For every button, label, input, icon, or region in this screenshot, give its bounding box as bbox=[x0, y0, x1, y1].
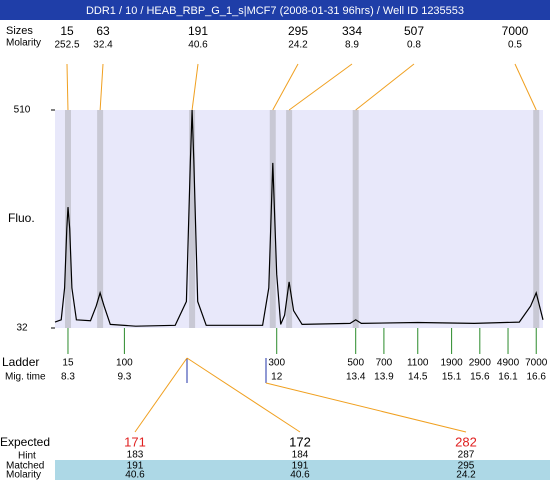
expected-size: 282 bbox=[455, 434, 477, 449]
peak-callout bbox=[191, 63, 199, 111]
peak-callout bbox=[272, 63, 299, 111]
peak-callout bbox=[66, 63, 69, 111]
peak-band bbox=[352, 110, 359, 328]
trace bbox=[54, 109, 544, 327]
peak-callout bbox=[355, 63, 415, 111]
y-tick-label: 32 bbox=[16, 323, 28, 334]
ladder-time: 16.1 bbox=[498, 372, 518, 383]
peak-band bbox=[189, 110, 196, 328]
peak-size: 63 bbox=[96, 24, 110, 38]
peak-callout bbox=[514, 63, 537, 111]
callout-line bbox=[186, 357, 301, 433]
peak-band bbox=[97, 110, 104, 328]
expected-label: Expected bbox=[0, 435, 50, 449]
peak-molarity: 0.8 bbox=[407, 40, 421, 51]
peak-size: 191 bbox=[188, 24, 208, 38]
peak-size: 15 bbox=[60, 24, 74, 38]
peak-band bbox=[269, 110, 276, 328]
ladder-time: 15.1 bbox=[442, 372, 462, 383]
matched-band bbox=[55, 460, 550, 480]
peak-molarity: 252.5 bbox=[54, 40, 79, 51]
peak-molarity: 24.2 bbox=[288, 40, 308, 51]
hint: 183 bbox=[127, 450, 144, 461]
matched-molarity: 40.6 bbox=[290, 470, 310, 480]
ladder-size: 1900 bbox=[440, 358, 463, 369]
ladder-size: 300 bbox=[268, 358, 285, 369]
peak-band bbox=[64, 110, 71, 328]
peak-molarity: 0.5 bbox=[508, 40, 522, 51]
peak-size: 7000 bbox=[502, 24, 529, 38]
sizes-label: Sizes bbox=[6, 25, 33, 37]
peak-band bbox=[533, 110, 540, 328]
ladder-time: 13.9 bbox=[374, 372, 394, 383]
ladder-time: 15.6 bbox=[470, 372, 490, 383]
ladder-time: 13.4 bbox=[346, 372, 366, 383]
ladder-time: 14.5 bbox=[408, 372, 428, 383]
callout-line bbox=[265, 382, 467, 433]
y-tick-label: 510 bbox=[14, 105, 31, 116]
peak-callout bbox=[288, 63, 353, 111]
peak-molarity: 40.6 bbox=[188, 40, 208, 51]
peak-size: 507 bbox=[404, 24, 424, 38]
ladder-size: 100 bbox=[116, 358, 133, 369]
hint-label: Hint bbox=[18, 451, 36, 462]
ladder-time: 9.3 bbox=[117, 372, 131, 383]
peak-molarity: 32.4 bbox=[93, 40, 113, 51]
ladder-size: 7000 bbox=[525, 358, 548, 369]
peak-band bbox=[286, 110, 293, 328]
mig-time-label: Mig. time bbox=[5, 372, 46, 383]
matched-molarity: 24.2 bbox=[456, 470, 476, 480]
plot-area bbox=[55, 110, 543, 328]
ladder-size: 2900 bbox=[469, 358, 492, 369]
peak-callout bbox=[99, 63, 104, 111]
hint: 287 bbox=[458, 450, 475, 461]
matched: 191 bbox=[127, 461, 144, 472]
y-label: Fluo. bbox=[8, 211, 35, 225]
ladder-size: 1100 bbox=[407, 358, 429, 369]
title: DDR1 / 10 / HEAB_RBP_G_1_s|MCF7 (2008-01… bbox=[86, 5, 464, 17]
title-bar bbox=[0, 0, 550, 20]
matched-label: Matched bbox=[6, 461, 44, 472]
molarity-label: Molarity bbox=[6, 38, 41, 49]
peak-size: 334 bbox=[342, 24, 362, 38]
ladder-size: 700 bbox=[376, 358, 393, 369]
callout-line bbox=[134, 357, 188, 433]
peak-molarity: 8.9 bbox=[345, 40, 359, 51]
ladder-time: 12 bbox=[271, 372, 283, 383]
ladder-time: 8.3 bbox=[61, 372, 75, 383]
ladder-size: 500 bbox=[347, 358, 364, 369]
expected-size: 172 bbox=[289, 434, 311, 449]
peak-size: 295 bbox=[288, 24, 308, 38]
molarity2-label: Molarity bbox=[6, 470, 41, 480]
expected-size: 171 bbox=[124, 434, 146, 449]
matched-molarity: 40.6 bbox=[125, 470, 145, 480]
ladder-time: 16.6 bbox=[526, 372, 546, 383]
ladder-label: Ladder bbox=[2, 355, 39, 369]
matched: 191 bbox=[292, 461, 309, 472]
ladder-size: 15 bbox=[62, 358, 74, 369]
ladder-size: 4900 bbox=[497, 358, 520, 369]
matched: 295 bbox=[458, 461, 475, 472]
hint: 184 bbox=[292, 450, 309, 461]
